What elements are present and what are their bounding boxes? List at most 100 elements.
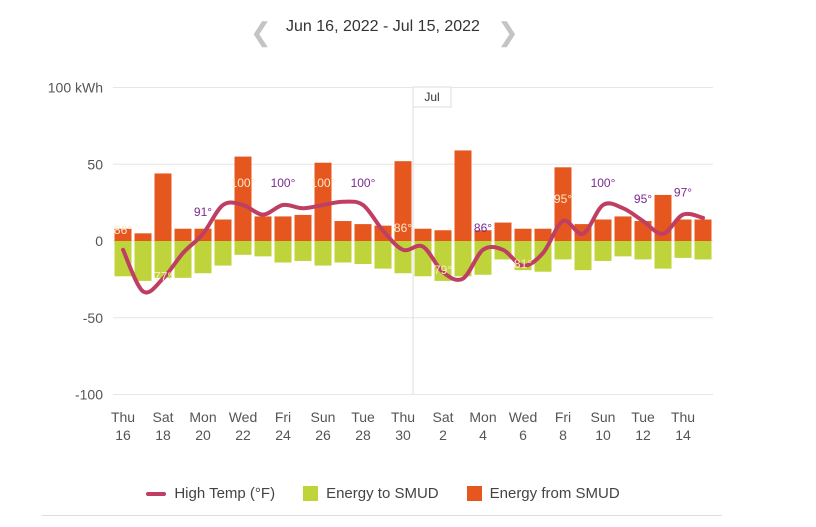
y-tick-label: -50 [83,310,103,326]
bar-energy-to [234,241,252,255]
temp-label: 95° [634,192,652,206]
bar-energy-to [254,241,272,257]
bar-energy-to [114,241,132,277]
bar-energy-to [294,241,312,261]
x-tick-day: Fri [275,409,291,425]
x-tick-date: 4 [479,427,487,443]
bar-energy-from [134,233,152,241]
bar-energy-to [314,241,332,266]
bar-energy-to [334,241,352,263]
x-tick-day: Tue [631,409,655,425]
month-marker-label: Jul [424,90,439,104]
x-tick-date: 18 [155,427,171,443]
bar-energy-from [314,162,332,241]
legend-label: Energy from SMUD [489,485,620,502]
bar-energy-from [674,219,692,241]
temp-label: 95° [554,192,572,206]
temp-label: 77° [154,270,172,284]
x-tick-day: Wed [509,409,538,425]
legend-swatch [466,486,482,501]
y-tick-label: 0 [95,233,103,249]
x-tick-date: 26 [315,427,331,443]
temp-label: 100° [231,176,256,190]
divider [42,515,722,516]
bar-energy-to [654,241,672,269]
y-tick-label: -100 [75,387,103,403]
temp-label: 97° [674,186,692,200]
temp-label: 86° [114,223,132,237]
bar-energy-to [574,241,592,271]
x-tick-day: Mon [469,409,496,425]
x-tick-date: 20 [195,427,211,443]
bar-energy-to [354,241,372,265]
bar-energy-from [454,150,472,241]
bar-energy-from [614,216,632,241]
chevron-left-icon[interactable]: ❮ [250,17,272,47]
bar-energy-to [434,241,452,281]
legend: High Temp (°F) Energy to SMUD Energy fro… [0,485,766,502]
x-tick-date: 12 [635,427,651,443]
x-tick-day: Wed [229,409,258,425]
bar-energy-from [694,219,712,241]
temp-label: 81° [514,257,532,271]
bar-energy-from [414,228,432,241]
bar-energy-to [554,241,572,260]
legend-swatch [146,491,167,496]
bar-energy-to [594,241,612,261]
x-tick-date: 22 [235,427,251,443]
bar-energy-from [174,228,192,241]
bar-energy-to [374,241,392,269]
bar-energy-from [594,219,612,241]
x-tick-day: Sat [432,409,453,425]
x-tick-day: Mon [189,409,216,425]
x-tick-day: Sun [311,409,336,425]
legend-energy-to[interactable]: Energy to SMUD [303,485,439,502]
legend-energy-from[interactable]: Energy from SMUD [466,485,620,502]
chevron-right-icon[interactable]: ❯ [497,17,519,47]
bar-energy-from [534,228,552,241]
temp-line [121,199,705,295]
bar-energy-from [254,216,272,241]
bar-energy-from [294,214,312,241]
bar-energy-to [614,241,632,257]
x-tick-day: Tue [351,409,375,425]
x-tick-date: 6 [519,427,527,443]
date-range-title: Jun 16, 2022 - Jul 15, 2022 [286,18,480,35]
bar-energy-from [434,230,452,241]
bar-energy-to [214,241,232,266]
legend-temp[interactable]: High Temp (°F) [146,485,275,502]
bar-energy-from [154,173,172,241]
bar-energy-from [234,156,252,241]
bar-energy-from [394,161,412,241]
temp-label: 100° [271,176,296,190]
x-tick-day: Fri [555,409,571,425]
bar-energy-from [354,224,372,241]
legend-label: High Temp (°F) [174,485,276,502]
x-tick-date: 8 [559,427,567,443]
temp-label: 100° [311,176,336,190]
temp-label: 100° [351,176,376,190]
bar-energy-from [474,230,492,241]
bar-energy-from [214,219,232,241]
bar-energy-to [454,241,472,277]
x-tick-day: Thu [111,409,135,425]
temp-label: 86° [474,221,492,235]
bar-energy-from [274,216,292,241]
temp-label: 86° [394,221,412,235]
x-tick-date: 10 [595,427,611,443]
bar-energy-to [134,241,152,281]
bar-energy-to [674,241,692,258]
x-tick-date: 14 [675,427,691,443]
x-tick-day: Thu [671,409,695,425]
bar-energy-to [154,241,172,278]
x-tick-date: 16 [115,427,131,443]
bar-energy-to [694,241,712,260]
legend-swatch [303,486,319,501]
x-tick-date: 2 [439,427,447,443]
x-tick-day: Thu [391,409,415,425]
y-tick-label: 50 [87,156,103,172]
bar-energy-to [194,241,212,274]
legend-label: Energy to SMUD [326,485,439,502]
